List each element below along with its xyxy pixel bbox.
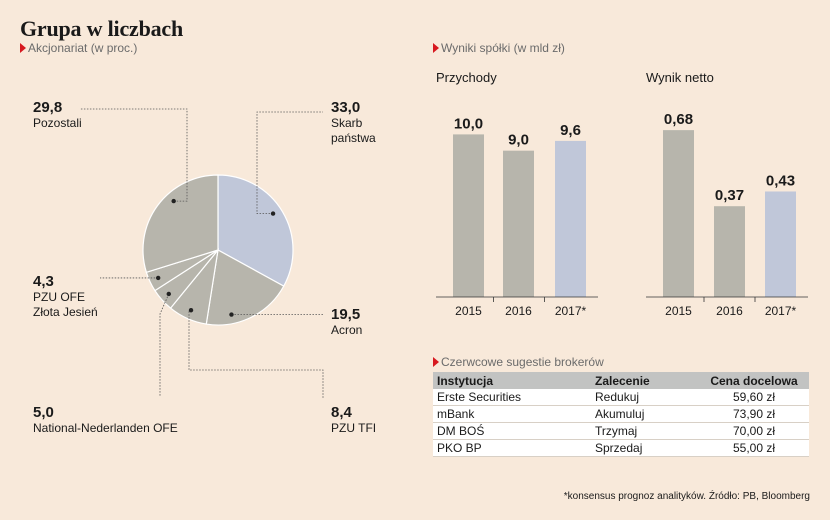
cell-target-price: 55,00 zł bbox=[699, 439, 809, 457]
revenue-bar-2016 bbox=[503, 150, 534, 297]
net-profit-bar-2016 bbox=[714, 206, 745, 297]
brokers-section-label: Czerwcowe sugestie brokerów bbox=[433, 355, 604, 369]
cell-target-price: 70,00 zł bbox=[699, 422, 809, 440]
net-profit-bar-2017* bbox=[765, 191, 796, 297]
pie-leader-lines bbox=[80, 108, 324, 398]
leader-line-5 bbox=[80, 108, 188, 202]
pie-slice-1 bbox=[205, 249, 285, 326]
revenue-value-label: 10,0 bbox=[454, 115, 483, 132]
pie-label-skarb: Skarb państwa bbox=[331, 116, 376, 145]
net-profit-chart-title: Wynik netto bbox=[646, 70, 714, 85]
red-triangle-icon bbox=[433, 357, 439, 367]
table-row: PKO BP Sprzedaj 55,00 zł bbox=[433, 439, 809, 457]
leader-line-0 bbox=[256, 111, 323, 215]
cell-recommendation: Sprzedaj bbox=[591, 439, 699, 457]
net-profit-category-label: 2017* bbox=[765, 304, 797, 318]
leader-dot-1 bbox=[229, 312, 234, 317]
net-profit-value-label: 0,43 bbox=[766, 172, 795, 189]
pie-label-nn: National-Nederlanden OFE bbox=[33, 421, 178, 435]
table-header-row: Instytucja Zalecenie Cena docelowa bbox=[433, 372, 809, 389]
pie-value-pozostali: 29,8 bbox=[33, 99, 63, 116]
net-profit-category-label: 2015 bbox=[665, 304, 692, 318]
revenue-category-label: 2015 bbox=[455, 304, 482, 318]
cell-target-price: 59,60 zł bbox=[699, 389, 809, 406]
bar-charts: 10,0 2015 9,0 2016 9,6 2017* 0,68 2015 0,37 2016 0… bbox=[436, 111, 808, 318]
pie-label-pzuofe: PZU OFE Złota Jesień bbox=[33, 290, 98, 319]
pie-label-pozostali: Pozostali bbox=[33, 116, 82, 130]
red-triangle-icon bbox=[433, 43, 439, 53]
source-footnote: *konsensus prognoz analityków. Źródło: P… bbox=[563, 491, 810, 502]
pie-value-pzutfi: 8,4 bbox=[331, 404, 352, 421]
leader-dot-3 bbox=[166, 291, 171, 297]
leader-dot-4 bbox=[155, 275, 161, 281]
pie-slice-0 bbox=[217, 174, 294, 287]
net-profit-category-label: 2016 bbox=[716, 304, 743, 318]
pie-slices bbox=[142, 174, 294, 326]
table-row: Erste Securities Redukuj 59,60 zł bbox=[433, 389, 809, 406]
column-header-institution: Instytucja bbox=[433, 372, 591, 389]
pie-value-acron: 19,5 bbox=[331, 306, 361, 323]
net-profit-value-label: 0,68 bbox=[664, 111, 693, 128]
revenue-value-label: 9,6 bbox=[560, 122, 581, 139]
leader-line-3 bbox=[159, 293, 170, 397]
net-profit-value-label: 0,37 bbox=[715, 187, 744, 204]
page-title: Grupa w liczbach bbox=[20, 16, 184, 41]
revenue-value-label: 9,0 bbox=[508, 132, 529, 149]
cell-target-price: 73,90 zł bbox=[699, 405, 809, 423]
cell-institution: Erste Securities bbox=[433, 389, 591, 406]
pie-label-acron: Acron bbox=[331, 323, 363, 337]
table-row: DM BOŚ Trzymaj 70,00 zł bbox=[433, 422, 809, 440]
leader-dot-2 bbox=[188, 308, 194, 313]
pie-label-pzutfi: PZU TFI bbox=[331, 421, 377, 435]
revenue-category-label: 2016 bbox=[505, 304, 532, 318]
cell-institution: mBank bbox=[433, 405, 591, 423]
shareholders-section-label: Akcjonariat (w proc.) bbox=[20, 41, 137, 55]
cell-recommendation: Akumuluj bbox=[591, 405, 699, 423]
brokers-table: Instytucja Zalecenie Cena docelowa Erste… bbox=[433, 372, 809, 457]
pie-value-pzuofe: 4,3 bbox=[33, 273, 54, 290]
cell-recommendation: Redukuj bbox=[591, 389, 699, 406]
pie-value-nn: 5,0 bbox=[33, 404, 54, 421]
pie-value-skarb: 33,0 bbox=[331, 99, 361, 116]
results-section-label: Wyniki spółki (w mld zł) bbox=[433, 41, 565, 55]
leader-dot-0 bbox=[270, 211, 276, 216]
cell-institution: PKO BP bbox=[433, 439, 591, 457]
net-profit-bar-2015 bbox=[663, 130, 694, 297]
revenue-bar-2017* bbox=[555, 140, 586, 297]
revenue-category-label: 2017* bbox=[555, 304, 587, 318]
column-header-recommendation: Zalecenie bbox=[591, 372, 699, 389]
pie-slice-5 bbox=[142, 174, 219, 274]
revenue-chart-title: Przychody bbox=[436, 70, 497, 85]
revenue-bar-2015 bbox=[453, 134, 484, 297]
leader-dot-5 bbox=[171, 198, 176, 204]
column-header-target-price: Cena docelowa bbox=[699, 372, 809, 389]
red-triangle-icon bbox=[20, 43, 26, 53]
table-row: mBank Akumuluj 73,90 zł bbox=[433, 405, 809, 423]
cell-recommendation: Trzymaj bbox=[591, 422, 699, 440]
cell-institution: DM BOŚ bbox=[433, 422, 591, 440]
